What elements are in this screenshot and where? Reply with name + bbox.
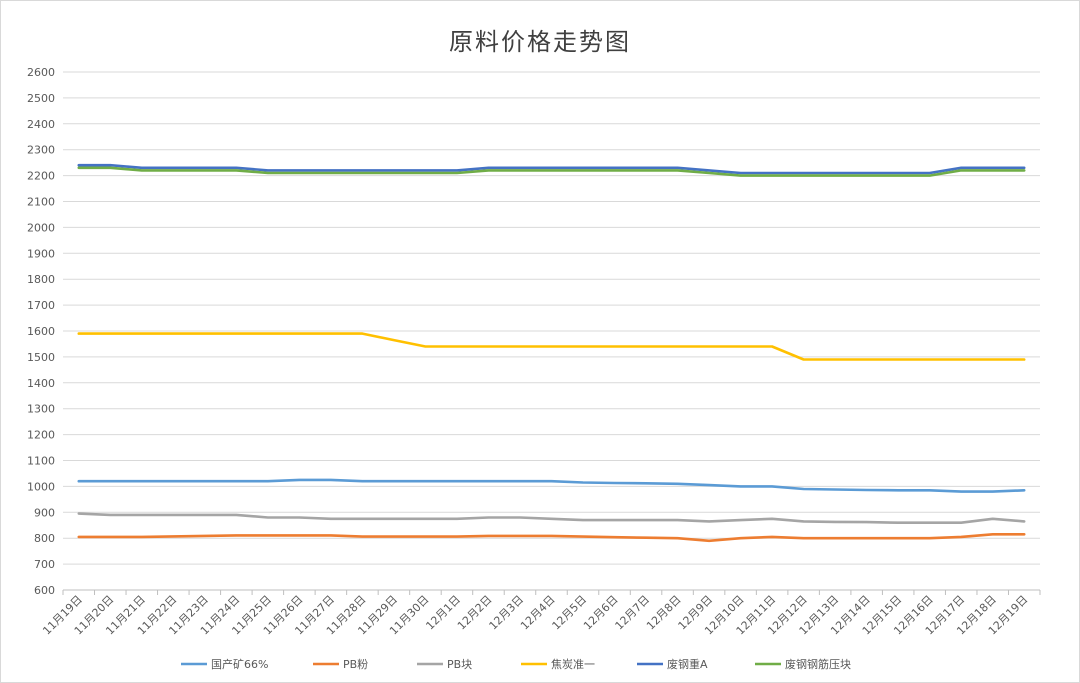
- legend-item: 国产矿66%: [181, 657, 268, 671]
- legend-item: PB块: [417, 658, 472, 671]
- y-tick-label: 2200: [27, 170, 55, 183]
- y-tick-label: 1400: [27, 377, 55, 390]
- series-line-1: [77, 478, 1026, 493]
- series-line-3: [77, 512, 1026, 525]
- y-tick-label: 1100: [27, 455, 55, 468]
- series-lines: [77, 163, 1026, 543]
- legend-item: 焦炭准一: [521, 658, 595, 671]
- y-tick-label: 1900: [27, 247, 55, 260]
- legend-label: PB块: [447, 658, 472, 671]
- y-tick-label: 1300: [27, 403, 55, 416]
- y-tick-label: 1700: [27, 299, 55, 312]
- legend: 国产矿66% PB粉 PB块 焦炭准一 废钢重A 废钢钢筋压块: [181, 657, 851, 671]
- gridlines: [63, 71, 1040, 591]
- y-tick-label: 1000: [27, 480, 55, 493]
- y-tick-label: 1200: [27, 429, 55, 442]
- y-tick-label: 700: [34, 558, 55, 571]
- legend-label: 废钢重A: [667, 657, 708, 671]
- series-line-6: [77, 166, 1026, 177]
- legend-label: PB粉: [343, 658, 368, 671]
- chart-title: 原料价格走势图: [449, 28, 631, 56]
- y-tick-label: 1600: [27, 325, 55, 338]
- y-tick-label: 2300: [27, 144, 55, 157]
- legend-item: PB粉: [313, 658, 368, 671]
- y-tick-label: 1500: [27, 351, 55, 364]
- y-tick-label: 800: [34, 532, 55, 545]
- legend-label: 废钢钢筋压块: [785, 657, 851, 671]
- series-line-2: [77, 532, 1026, 543]
- y-tick-label: 2600: [27, 66, 55, 79]
- legend-item: 废钢钢筋压块: [755, 657, 851, 671]
- y-tick-label: 2000: [27, 221, 55, 234]
- y-axis-ticks: 600 700 800 900 1000 1100 1200 1300 1400 1500 1600…: [27, 66, 55, 597]
- y-tick-label: 2400: [27, 118, 55, 131]
- y-tick-label: 900: [34, 506, 55, 519]
- y-tick-label: 2100: [27, 196, 55, 209]
- y-tick-label: 600: [34, 584, 55, 597]
- y-tick-label: 2500: [27, 92, 55, 105]
- legend-label: 国产矿66%: [211, 657, 268, 671]
- x-axis: 11月19日11月20日11月21日11月22日11月23日11月24日11月2…: [40, 590, 1041, 637]
- legend-item: 废钢重A: [637, 657, 708, 671]
- series-line-4: [77, 332, 1026, 361]
- y-tick-label: 1800: [27, 273, 55, 286]
- series-line-5: [77, 163, 1026, 175]
- legend-label: 焦炭准一: [551, 658, 595, 671]
